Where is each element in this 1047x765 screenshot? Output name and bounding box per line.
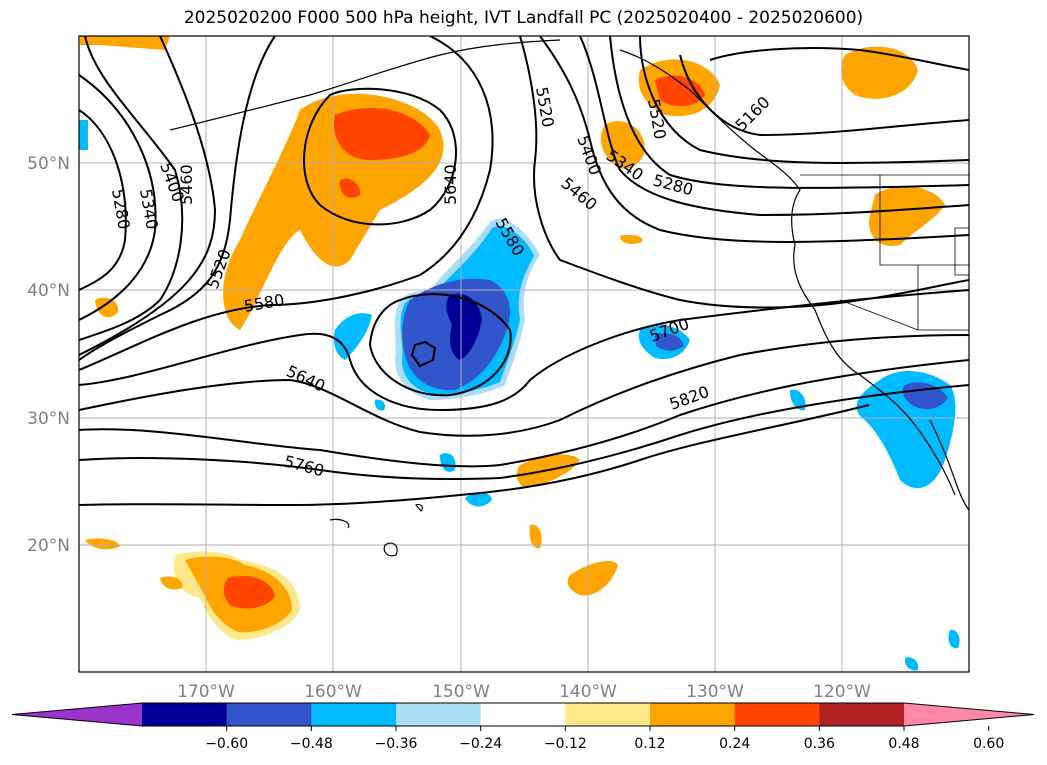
colorbar-tick-label: −0.24 [459,736,502,752]
colorbar-segment [396,703,482,726]
colorbar-outline [11,702,1035,727]
colorbar-segment [819,703,905,726]
colorbar-segment [650,703,736,726]
colorbar-segment [226,703,312,726]
gridlines [79,36,969,672]
lon-label-120w: 120°W [813,682,871,702]
colorbar: −0.60 −0.48 −0.36 −0.24 −0.12 0.12 0.24 0.36 0.4… [11,702,1035,752]
colorbar-tick-label: 0.60 [973,736,1004,752]
colorbar-segment [311,703,397,726]
lon-label-160w: 160°W [304,682,362,702]
lat-label-40n: 40°N [27,281,70,301]
political-borders [800,174,969,331]
colorbar-segment [142,703,228,726]
colorbar-tick-label: −0.48 [290,736,333,752]
lat-label-30n: 30°N [27,409,70,429]
colorbar-tick-label: −0.12 [544,736,587,752]
lat-label-20n: 20°N [27,536,70,556]
lon-label-150w: 150°W [432,682,490,702]
ivt-negative-shading [79,120,960,671]
longitude-labels: 170°W 160°W 150°W 140°W 130°W 120°W [177,682,871,702]
latitude-labels: 50°N 40°N 30°N 20°N [27,154,70,556]
lat-label-50n: 50°N [27,154,70,174]
colorbar-tick-label: 0.48 [888,736,919,752]
colorbar-tick-label: 0.36 [804,736,835,752]
contour-label: 5460 [177,164,196,205]
lon-label-130w: 130°W [686,682,744,702]
colorbar-tick-label: −0.60 [205,736,248,752]
colorbar-extend-high [904,703,1034,726]
contour-label: 5640 [441,164,460,205]
ivt-positive-shading [80,36,945,640]
map-title: 2025020200 F000 500 hPa height, IVT Land… [183,8,864,28]
height-contours [79,36,969,507]
lon-label-170w: 170°W [177,682,235,702]
colorbar-tick-label: 0.24 [719,736,750,752]
colorbar-tick-label: −0.36 [375,736,418,752]
colorbar-segment [480,703,566,726]
colorbar-extend-low [12,703,142,726]
lon-label-140w: 140°W [559,682,617,702]
colorbar-tick-label: 0.12 [634,736,665,752]
map-frame [78,35,970,673]
colorbar-segment [565,703,651,726]
colorbar-segment [734,703,820,726]
